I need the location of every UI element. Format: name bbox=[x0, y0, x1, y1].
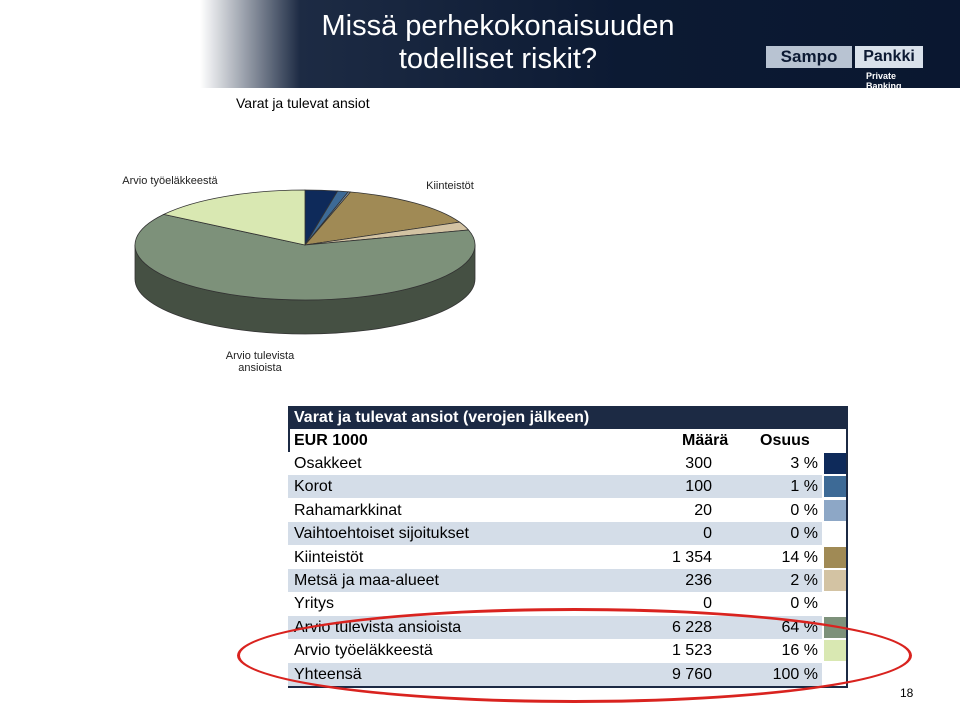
table-header-row: EUR 1000 Määrä Osuus bbox=[288, 429, 848, 452]
legend-swatch bbox=[824, 523, 846, 545]
logo-right-text: Pankki bbox=[855, 46, 923, 68]
slide-header: Missä perhekokonaisuuden todelliset risk… bbox=[0, 0, 960, 91]
pie-slice bbox=[304, 191, 461, 246]
row-share: 3 % bbox=[790, 455, 818, 472]
pie-slice bbox=[134, 213, 476, 301]
row-name: Metsä ja maa-alueet bbox=[294, 572, 439, 589]
pie-label-real-estate: Kiinteistöt bbox=[426, 180, 474, 192]
row-amount: 20 bbox=[694, 501, 712, 519]
row-name: Rahamarkkinat bbox=[294, 501, 402, 519]
chart-subtitle: Varat ja tulevat ansiot bbox=[236, 95, 370, 111]
table-row: Rahamarkkinat 20 0 % bbox=[288, 498, 822, 522]
legend-swatch bbox=[824, 570, 846, 591]
swatch-column-frame bbox=[822, 452, 848, 688]
page-number: 18 bbox=[900, 686, 914, 700]
pie-label-earnings: Arvio tulevista ansioista bbox=[225, 350, 295, 374]
table-title: Varat ja tulevat ansiot (verojen jälkeen… bbox=[288, 406, 848, 429]
row-name: Korot bbox=[294, 478, 333, 496]
table-row: Osakkeet 300 3 % bbox=[288, 452, 822, 475]
legend-swatch bbox=[824, 476, 846, 498]
row-amount: 236 bbox=[685, 572, 712, 589]
pie-label-pension: Arvio työeläkkeestä bbox=[122, 175, 218, 187]
row-share: 0 % bbox=[790, 501, 818, 519]
highlight-ellipse bbox=[237, 608, 912, 703]
row-amount: 0 bbox=[703, 595, 712, 613]
row-name: Yritys bbox=[294, 595, 334, 613]
row-amount: 0 bbox=[703, 525, 712, 543]
legend-swatch bbox=[824, 453, 846, 474]
row-amount: 300 bbox=[685, 455, 712, 472]
row-share: 0 % bbox=[790, 595, 818, 613]
column-header-amount: Määrä bbox=[682, 432, 729, 449]
bank-logo: Sampo Pankki Private Banking bbox=[766, 46, 926, 91]
row-share: 2 % bbox=[790, 572, 818, 589]
slide-title: Missä perhekokonaisuuden todelliset risk… bbox=[321, 10, 675, 75]
row-name: Vaihtoehtoiset sijoitukset bbox=[294, 525, 469, 543]
table-row: Yritys 0 0 % bbox=[288, 592, 822, 616]
logo-subtitle: Private Banking bbox=[866, 71, 902, 91]
legend-swatch bbox=[824, 499, 846, 521]
row-name: Kiinteistöt bbox=[294, 548, 364, 566]
legend-swatch bbox=[824, 546, 846, 568]
row-amount: 100 bbox=[685, 478, 712, 496]
row-amount: 1 354 bbox=[671, 548, 712, 566]
row-share: 1 % bbox=[790, 478, 818, 496]
legend-swatch bbox=[824, 593, 846, 615]
logo-left-text: Sampo bbox=[766, 46, 852, 68]
pie-chart bbox=[134, 189, 476, 335]
pie-slice bbox=[162, 189, 306, 246]
row-share: 0 % bbox=[790, 525, 818, 543]
table-row: Metsä ja maa-alueet 236 2 % bbox=[288, 569, 822, 592]
column-header-share: Osuus bbox=[760, 432, 810, 449]
table-row: Vaihtoehtoiset sijoitukset 0 0 % bbox=[288, 522, 822, 546]
table-row: Korot 100 1 % bbox=[288, 475, 822, 499]
row-name: Osakkeet bbox=[294, 455, 362, 472]
row-share: 14 % bbox=[781, 548, 818, 566]
column-header-name: EUR 1000 bbox=[294, 432, 368, 449]
table-row: Kiinteistöt 1 354 14 % bbox=[288, 545, 822, 569]
